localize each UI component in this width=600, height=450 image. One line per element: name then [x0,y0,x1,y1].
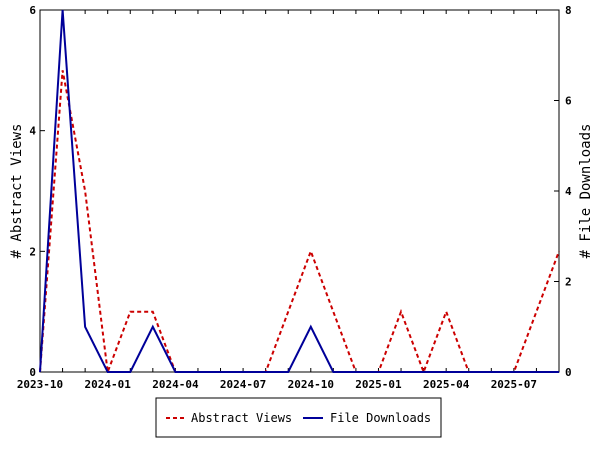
legend-label-abstract-views: Abstract Views [191,411,292,425]
series-line-file-downloads [39,9,559,373]
y-left-tick-label: 4 [29,125,36,138]
y-left-tick-label: 0 [29,366,36,379]
x-tick-label: 2024-10 [288,378,334,391]
y-right-tick-label: 0 [565,366,572,379]
series-line-abstract-views [39,70,560,375]
x-tick-label: 2025-07 [491,378,537,391]
y-right-tick-label: 4 [565,185,572,198]
legend-frame [155,397,442,438]
legend: Abstract Views File Downloads [155,397,442,438]
x-tick-label: 2025-04 [423,378,470,391]
y-left-tick-label: 2 [29,245,36,258]
x-tick-label: 2025-01 [355,378,402,391]
y-right-tick-label: 6 [565,95,572,108]
y-right-tick-label: 8 [565,4,572,17]
legend-label-file-downloads: File Downloads [330,411,431,425]
plot-frame [39,9,560,373]
x-tick-label: 2024-07 [220,378,266,391]
x-tick-label: 2023-10 [17,378,63,391]
y-right-tick-label: 2 [565,276,572,289]
y-left-tick-label: 6 [29,4,36,17]
y-axis-title-left: # Abstract Views [9,124,25,259]
x-tick-label: 2024-01 [85,378,132,391]
tick-labels: 2023-10 2024-01 2024-04 2024-07 2024-10 2025-… [17,4,572,391]
y-axis-title-right: # File Downloads [578,124,594,259]
series-group [39,9,560,375]
x-tick-label: 2024-04 [152,378,199,391]
